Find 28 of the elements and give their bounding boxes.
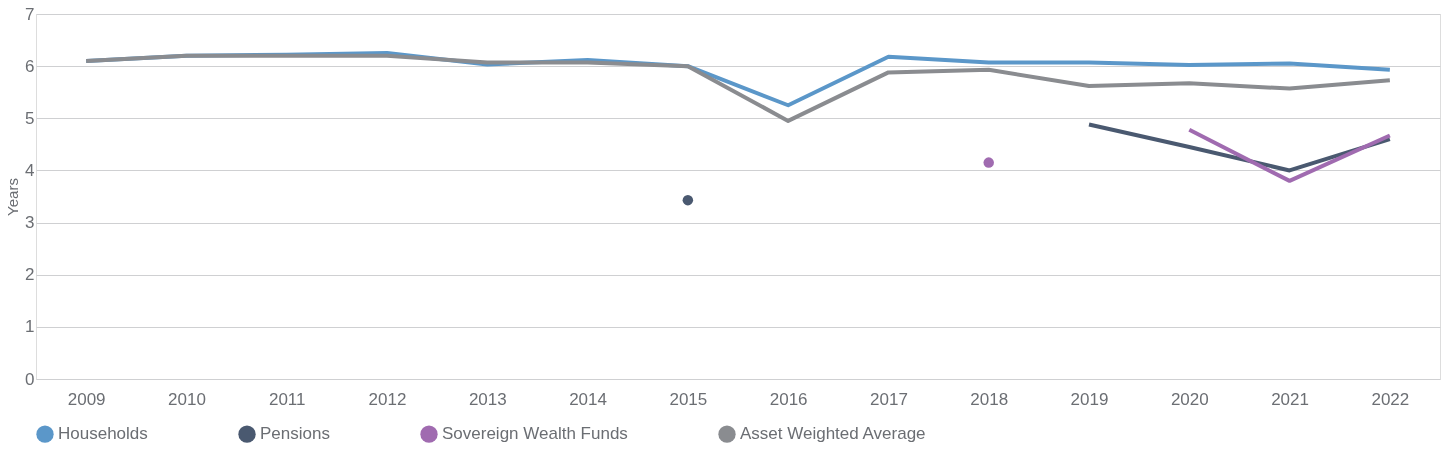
y-tick-label: 5 (25, 108, 35, 128)
y-tick-label: 4 (25, 160, 35, 180)
x-tick-label: 2011 (268, 389, 306, 409)
x-tick-label: 2020 (1170, 389, 1209, 409)
y-tick-label: 3 (25, 213, 35, 233)
y-tick-label: 2 (25, 265, 35, 285)
y-axis-title: Years (4, 178, 22, 216)
x-tick-label: 2010 (168, 389, 206, 409)
y-tick-label: 0 (25, 369, 35, 389)
y-tick-label: 1 (25, 317, 35, 337)
legend-label: Asset Weighted Average (740, 424, 926, 444)
legend-label: Sovereign Wealth Funds (442, 424, 628, 444)
x-tick-label: 2014 (569, 389, 607, 409)
x-tick-label: 2016 (769, 389, 808, 409)
y-tick-label: 6 (25, 56, 35, 76)
legend-label: Pensions (260, 424, 330, 444)
legend-label: Households (58, 424, 148, 444)
x-tick-label: 2022 (1371, 389, 1410, 409)
x-tick-label: 2015 (669, 389, 708, 409)
x-tick-label: 2018 (970, 389, 1009, 409)
x-tick-label: 2021 (1271, 389, 1309, 409)
x-tick-label: 2019 (1070, 389, 1109, 409)
x-tick-label: 2012 (368, 389, 407, 409)
y-tick-label: 7 (25, 4, 35, 24)
x-tick-label: 2009 (67, 389, 106, 409)
x-tick-label: 2013 (468, 389, 507, 409)
line-series (84, 53, 1392, 123)
x-tick-label: 2017 (870, 389, 908, 409)
